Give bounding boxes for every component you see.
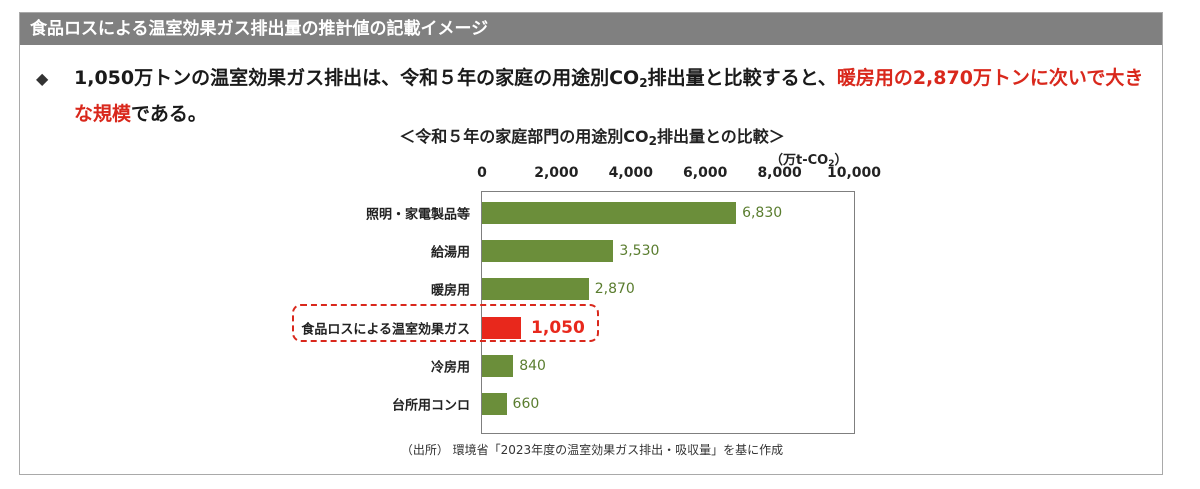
x-tick-label: 0 bbox=[477, 165, 487, 181]
plot-area bbox=[481, 191, 855, 434]
category-label: 照明・家電製品等 bbox=[365, 207, 470, 223]
diamond-bullet-icon: ◆ bbox=[36, 69, 49, 88]
x-tick-label: 8,000 bbox=[757, 165, 802, 181]
x-tick-label: 10,000 bbox=[826, 165, 882, 181]
bar bbox=[482, 202, 737, 224]
x-tick-label: 4,000 bbox=[608, 165, 653, 181]
x-tick-label: 2,000 bbox=[534, 165, 579, 181]
category-label: 冷房用 bbox=[430, 360, 470, 376]
value-label: 2,870 bbox=[594, 281, 635, 298]
x-tick-label: 6,000 bbox=[683, 165, 728, 181]
chart-title-suffix: 排出量との比較＞ bbox=[656, 127, 785, 146]
summary-highlight: 暖房用の2,870万トンに次いで大きな規模 bbox=[74, 67, 1144, 125]
highlight-bar bbox=[482, 316, 522, 339]
header-title: 食品ロスによる温室効果ガス排出量の推計値の記載イメージ bbox=[20, 13, 1162, 45]
summary-part1: 1,050万トンの温室効果ガス排出は、令和５年の家庭の用途別CO bbox=[74, 67, 640, 89]
bar bbox=[482, 393, 507, 415]
value-label: 840 bbox=[519, 357, 546, 374]
unit-subscript: 2 bbox=[828, 159, 835, 169]
summary-part3: である。 bbox=[131, 103, 207, 125]
summary-subscript: 2 bbox=[639, 76, 648, 90]
summary-part2: 排出量と比較すると、 bbox=[647, 67, 837, 89]
summary-bullet: ◆ 1,050万トンの温室効果ガス排出は、令和５年の家庭の用途別CO2排出量と比… bbox=[36, 63, 1146, 130]
bar bbox=[482, 354, 514, 377]
value-label: 6,830 bbox=[742, 205, 783, 221]
value-label: 3,530 bbox=[619, 243, 660, 260]
unit-suffix: ） bbox=[834, 153, 848, 168]
bar bbox=[482, 278, 589, 301]
category-label: 台所用コンロ bbox=[391, 398, 470, 414]
chart-title-subscript: 2 bbox=[648, 134, 657, 148]
chart-title-prefix: ＜令和５年の家庭部門の用途別CO bbox=[399, 127, 649, 146]
chart-title: ＜令和５年の家庭部門の用途別CO2排出量との比較＞ bbox=[20, 123, 1164, 148]
unit-prefix: （万t-CO bbox=[770, 153, 829, 168]
category-label: 給湯用 bbox=[430, 245, 470, 261]
slide-frame: 食品ロスによる温室効果ガス排出量の推計値の記載イメージ ◆ 1,050万トンの温… bbox=[19, 12, 1163, 475]
bar bbox=[482, 240, 614, 263]
value-label: 660 bbox=[512, 396, 540, 412]
value-label: 1,050 bbox=[531, 317, 585, 338]
unit-label: （万t-CO2） bbox=[770, 149, 847, 169]
category-label: 暖房用 bbox=[430, 283, 470, 299]
source-note: （出所） 環境省「2023年度の温室効果ガス排出・吸収量」を基に作成 bbox=[400, 443, 784, 457]
highlight-dashed-box bbox=[292, 304, 599, 342]
category-label: 食品ロスによる温室効果ガス bbox=[301, 322, 470, 338]
summary-text: 1,050万トンの温室効果ガス排出は、令和５年の家庭の用途別CO2排出量と比較す… bbox=[74, 63, 1146, 130]
